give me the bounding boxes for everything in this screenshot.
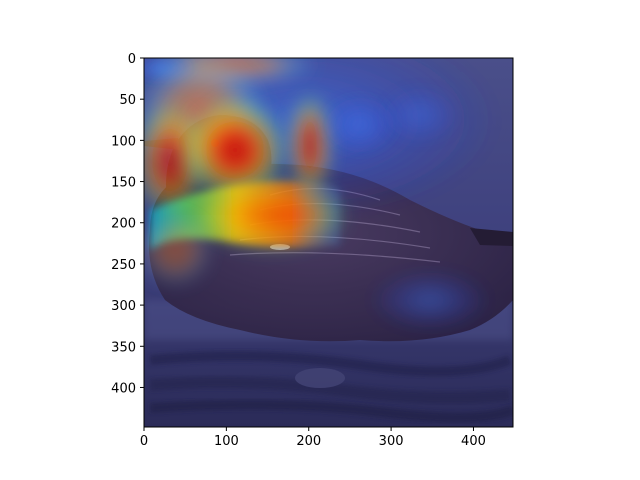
water-reflections — [149, 351, 513, 423]
y-tick-label: 400 — [111, 381, 136, 396]
y-tick-label: 300 — [111, 299, 136, 314]
x-tick-label: 0 — [140, 434, 148, 449]
y-axis: 0 50 100 150 200 250 300 350 400 — [111, 52, 144, 396]
y-tick-label: 150 — [111, 176, 136, 191]
x-tick-label: 100 — [214, 434, 239, 449]
y-tick-label: 250 — [111, 258, 136, 273]
x-axis: 0 100 200 300 400 — [140, 427, 486, 449]
x-tick-label: 200 — [296, 434, 321, 449]
heatmap-image — [144, 58, 513, 427]
heatmap-overlay — [144, 58, 500, 330]
y-tick-label: 200 — [111, 217, 136, 232]
axes-frame — [143, 57, 514, 428]
y-tick-label: 50 — [119, 93, 136, 108]
x-tick-label: 400 — [461, 434, 486, 449]
x-tick-label: 300 — [379, 434, 404, 449]
y-tick-label: 350 — [111, 340, 136, 355]
y-tick-label: 100 — [111, 134, 136, 149]
y-tick-label: 0 — [128, 52, 136, 67]
